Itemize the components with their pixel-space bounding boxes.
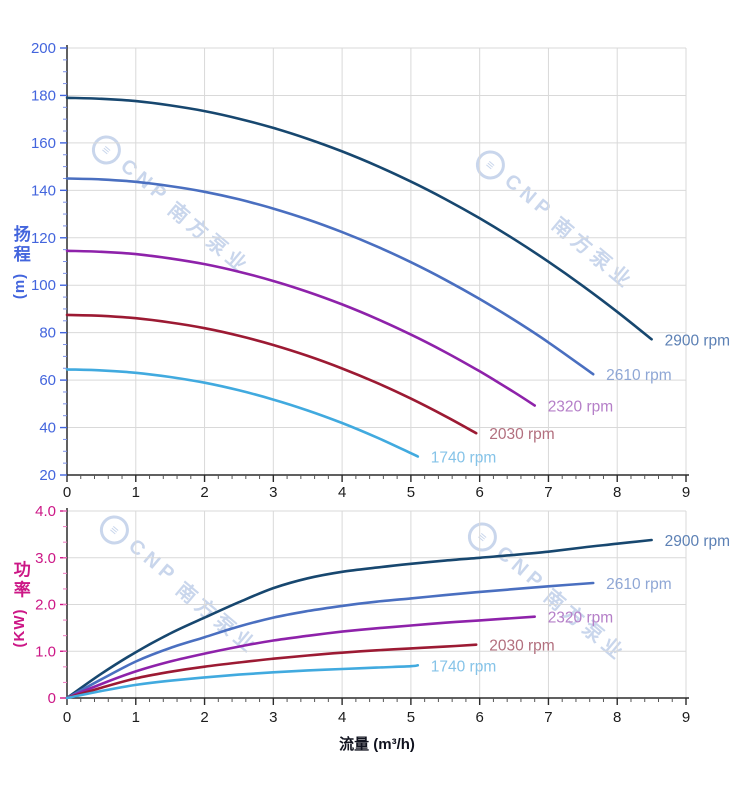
curve-2030-rpm — [65, 643, 478, 700]
curve-label-2900-rpm: 2900 rpm — [665, 533, 730, 550]
x-tick-label: 8 — [613, 484, 621, 501]
x-tick-label: 0 — [63, 484, 71, 501]
y-tick-label: 60 — [39, 372, 56, 389]
curve-2610-rpm — [65, 581, 595, 700]
x-tick-label: 2 — [200, 484, 208, 501]
x-tick-label: 5 — [407, 709, 415, 726]
curve-2320-rpm — [65, 249, 536, 407]
head-axis-unit: (m) — [10, 272, 28, 300]
y-tick-label: 2.0 — [35, 597, 56, 614]
x-tick-label: 5 — [407, 484, 415, 501]
x-tick-label: 1 — [132, 709, 140, 726]
curve-label-2030-rpm: 2030 rpm — [489, 638, 554, 655]
curve-label-2320-rpm: 2320 rpm — [548, 610, 613, 627]
curve-label-2610-rpm: 2610 rpm — [606, 576, 671, 593]
x-tick-label: 9 — [682, 709, 690, 726]
x-tick-label: 7 — [544, 709, 552, 726]
curve-label-2610-rpm: 2610 rpm — [606, 367, 671, 384]
x-tick-label: 3 — [269, 484, 277, 501]
x-tick-label: 6 — [475, 484, 483, 501]
curve-2030-rpm — [65, 313, 478, 435]
y-tick-label: 160 — [31, 135, 56, 152]
head-curve-chart: 0 1 2 3 4 5 6 7 8 9 20 40 60 80 100 120 140 160 180 200 2900… — [31, 40, 730, 501]
y-tick-label: 140 — [31, 182, 56, 199]
x-tick-label: 8 — [613, 709, 621, 726]
curve-label-2900-rpm: 2900 rpm — [665, 332, 730, 349]
curve-2320-rpm — [65, 615, 536, 700]
power-curve-chart: 0 1 2 3 4 5 6 7 8 9 0 1.0 2.0 3.0 4.0 2900 rpm 2610 rpm 2… — [35, 503, 730, 726]
y-tick-label: 120 — [31, 230, 56, 247]
x-tick-label: 2 — [200, 709, 208, 726]
y-tick-label: 80 — [39, 325, 56, 342]
curve-2900-rpm — [65, 538, 653, 700]
curve-1740-rpm — [65, 368, 420, 458]
flow-axis-title: 流量 (m³/h) — [339, 736, 415, 753]
head-axis-title-text: 扬程 — [10, 224, 30, 265]
curve-label-2320-rpm: 2320 rpm — [548, 398, 613, 415]
y-tick-label: 20 — [39, 467, 56, 484]
curve-2900-rpm — [65, 96, 653, 341]
curve-label-1740-rpm: 1740 rpm — [431, 449, 496, 466]
y-tick-label: 1.0 — [35, 643, 56, 660]
y-tick-label: 200 — [31, 40, 56, 57]
y-tick-label: 180 — [31, 87, 56, 104]
x-tick-label: 3 — [269, 709, 277, 726]
y-tick-label: 0 — [48, 690, 56, 707]
x-tick-label: 9 — [682, 484, 690, 501]
power-axis-unit: (KW) — [10, 608, 28, 648]
x-tick-label: 4 — [338, 709, 346, 726]
y-tick-label: 100 — [31, 277, 56, 294]
x-tick-label: 0 — [63, 709, 71, 726]
curve-1740-rpm — [65, 664, 420, 700]
x-tick-label: 7 — [544, 484, 552, 501]
curve-2610-rpm — [65, 177, 595, 376]
power-axis-title: 功率 (KW) — [10, 560, 30, 648]
x-tick-label: 4 — [338, 484, 346, 501]
y-tick-label: 4.0 — [35, 503, 56, 520]
y-tick-label: 40 — [39, 420, 56, 437]
x-tick-label: 6 — [475, 709, 483, 726]
power-axis-title-text: 功率 — [10, 560, 30, 601]
curve-label-2030-rpm: 2030 rpm — [489, 426, 554, 443]
x-tick-label: 1 — [132, 484, 140, 501]
head-axis-title: 扬程 (m) — [10, 224, 30, 300]
y-tick-label: 3.0 — [35, 550, 56, 567]
curve-label-1740-rpm: 1740 rpm — [431, 658, 496, 675]
